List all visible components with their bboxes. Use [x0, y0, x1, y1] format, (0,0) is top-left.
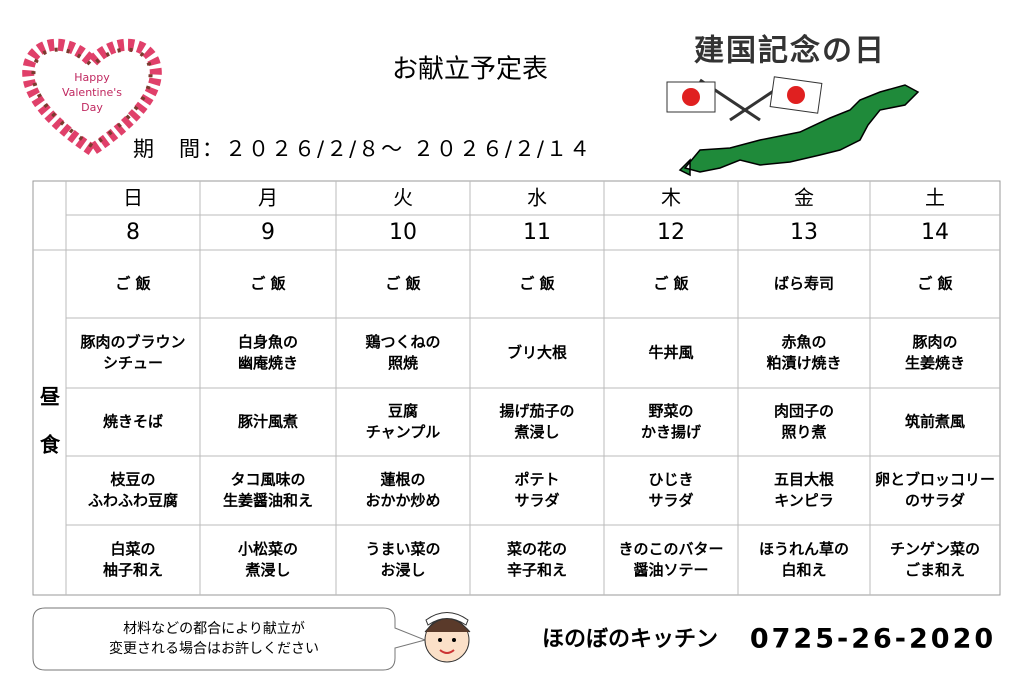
- dish: 白和え: [781, 561, 826, 579]
- dish: 蓮根の: [380, 471, 425, 489]
- heart-badge: [22, 38, 162, 158]
- dish: ふわふわ豆腐: [88, 492, 178, 510]
- date: 14: [921, 220, 949, 245]
- dish: ごま和え: [905, 561, 965, 579]
- dish: タコ風味の: [230, 471, 305, 489]
- dish: ご 飯: [115, 275, 150, 293]
- day: 金: [794, 186, 814, 210]
- dish: ご 飯: [917, 275, 952, 293]
- holiday: 建国記念の日: [694, 34, 886, 69]
- dish: 揚げ茄子の: [499, 402, 574, 420]
- dish: サラダ: [514, 492, 559, 510]
- flags: [666, 76, 823, 122]
- kitchen: ほのぼのキッチン: [542, 627, 718, 652]
- dish: かき揚げ: [641, 423, 702, 441]
- dish: 豚肉のブラウン: [80, 333, 185, 351]
- dish: ご 飯: [250, 275, 285, 293]
- dish: 枝豆の: [110, 471, 155, 489]
- meal-label: 食: [40, 433, 61, 457]
- cook-icon: [424, 612, 471, 663]
- note-line: 材料などの都合により献立が: [123, 621, 305, 637]
- dish: 卵とブロッコリー: [875, 471, 995, 489]
- japan-map: [678, 84, 920, 177]
- dish: 照り煮: [781, 423, 826, 441]
- badge-text: Day: [81, 101, 103, 114]
- dish: チンゲン菜の: [890, 540, 980, 558]
- dish: 牛丼風: [648, 344, 693, 362]
- day: 火: [393, 186, 413, 210]
- dish: サラダ: [648, 492, 693, 510]
- dish: おかか炒め: [365, 492, 440, 510]
- dish: 小松菜の: [238, 540, 298, 558]
- dish: 煮浸し: [513, 423, 559, 441]
- dish: 幽庵焼き: [238, 354, 298, 372]
- dish: 生姜醤油和え: [223, 492, 313, 510]
- dish: 五目大根: [774, 471, 834, 489]
- dish: 豆腐: [388, 402, 418, 420]
- dish: 白身魚の: [238, 333, 298, 351]
- badge-text: Valentine's: [62, 86, 122, 99]
- date: 9: [261, 220, 275, 245]
- dish: 照焼: [388, 354, 418, 372]
- date: 12: [657, 220, 685, 245]
- date: 8: [126, 220, 140, 245]
- dish: ばら寿司: [774, 275, 834, 293]
- dish: キンピラ: [774, 492, 834, 510]
- date: 10: [389, 220, 417, 245]
- meal-label: 昼: [40, 385, 60, 409]
- dish: 肉団子の: [774, 402, 834, 420]
- dish: 辛子和え: [507, 561, 567, 579]
- dish: ブリ大根: [507, 344, 567, 362]
- dish: 煮浸し: [244, 561, 290, 579]
- day: 木: [661, 186, 681, 210]
- dish: 筑前煮風: [904, 413, 965, 431]
- dish: ご 飯: [385, 275, 420, 293]
- dish: お浸し: [380, 561, 425, 579]
- date: 11: [523, 220, 551, 245]
- dish: 豚汁風煮: [238, 413, 298, 431]
- dish: 白菜の: [110, 540, 155, 558]
- dish: 豚肉の: [912, 333, 957, 351]
- note-line: 変更される場合はお許しください: [109, 640, 319, 657]
- dish: 醤油ソテー: [633, 561, 708, 579]
- period: 期 間：２０２６/２/８～ ２０２６/２/１４: [133, 137, 592, 161]
- dish: 菜の花の: [506, 540, 567, 558]
- dish: のサラダ: [905, 492, 965, 510]
- dish: ご 飯: [519, 275, 554, 293]
- dish: 野菜の: [648, 402, 693, 420]
- dish: 生姜焼き: [905, 354, 965, 372]
- dish: 粕漬け焼き: [766, 354, 841, 372]
- title: お献立予定表: [392, 55, 548, 85]
- day: 土: [925, 186, 945, 210]
- menu-table: [32, 180, 1001, 596]
- dish: 赤魚の: [781, 333, 826, 351]
- dish: シチュー: [103, 354, 163, 372]
- day: 水: [527, 186, 547, 210]
- dish: 柚子和え: [103, 561, 163, 579]
- dish: 鶏つくねの: [365, 333, 440, 351]
- dish: チャンプル: [366, 423, 440, 441]
- badge-text: Happy: [74, 71, 110, 84]
- dish: ほうれん草の: [759, 540, 849, 558]
- day: 日: [123, 186, 143, 210]
- dish: ご 飯: [653, 275, 688, 293]
- phone: 0725-26-2020: [750, 624, 996, 655]
- dish: うまい菜の: [365, 540, 440, 558]
- note-bubble: [32, 607, 427, 671]
- day: 月: [258, 186, 278, 210]
- dish: ひじき: [648, 471, 693, 489]
- date: 13: [790, 220, 818, 245]
- dish: 焼きそば: [103, 413, 163, 431]
- dish: きのこのバター: [618, 540, 723, 558]
- dish: ポテト: [514, 471, 559, 489]
